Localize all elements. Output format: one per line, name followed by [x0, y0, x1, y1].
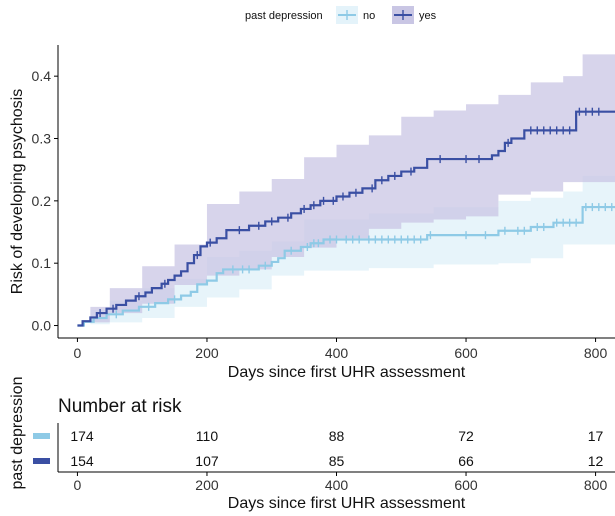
risk-table-ylabel: past depression: [9, 377, 26, 490]
legend-label-no: no: [363, 10, 375, 22]
risk-row-key-no: [33, 433, 50, 439]
y-axis-title: Risk of developing psychosis: [9, 89, 26, 294]
y-tick-label: 0.0: [32, 318, 52, 334]
x-tick-label: 200: [195, 345, 219, 361]
plot-area: 0.0 0.1 0.2 0.3 0.4 0 200 400 600 800 Days since f…: [9, 45, 615, 381]
ci-band-yes: [77, 54, 615, 326]
risk-x-axis-title: Days since first UHR assessment: [228, 495, 466, 512]
legend-title: past depression: [245, 10, 323, 22]
x-tick-label: 800: [584, 345, 608, 361]
risk-x-tick-label: 600: [454, 477, 478, 493]
risk-table-title: Number at risk: [58, 396, 182, 417]
risk-cell-no: 174: [70, 428, 94, 444]
risk-table: Number at risk past depression 174 110 88 72 1…: [9, 377, 615, 512]
risk-x-tick-label: 0: [74, 477, 82, 493]
y-tick-label: 0.1: [32, 255, 52, 271]
legend: past depression no yes: [245, 6, 437, 24]
risk-row-key-yes: [33, 458, 50, 464]
km-line-no: [77, 205, 615, 327]
x-tick-label: 400: [325, 345, 349, 361]
risk-cell-yes: 85: [329, 453, 345, 469]
risk-cell-yes: 66: [458, 453, 474, 469]
legend-label-yes: yes: [419, 10, 437, 22]
y-tick-label: 0.2: [32, 193, 52, 209]
risk-x-tick-label: 400: [325, 477, 349, 493]
y-tick-label: 0.3: [32, 131, 52, 147]
risk-x-tick-label: 200: [195, 477, 219, 493]
x-tick-label: 600: [454, 345, 478, 361]
risk-x-tick-label: 800: [584, 477, 608, 493]
x-tick-label: 0: [74, 345, 82, 361]
risk-cell-no: 17: [588, 428, 604, 444]
x-axis-title: Days since first UHR assessment: [228, 364, 466, 381]
risk-cell-yes: 107: [195, 453, 219, 469]
risk-cell-no: 72: [458, 428, 474, 444]
plot-inner: [77, 54, 615, 327]
risk-cell-no: 110: [196, 428, 219, 444]
km-line-yes: [77, 110, 615, 327]
y-tick-label: 0.4: [32, 68, 52, 84]
risk-cell-yes: 154: [70, 453, 94, 469]
risk-cell-yes: 12: [588, 453, 604, 469]
risk-cell-no: 88: [329, 428, 345, 444]
